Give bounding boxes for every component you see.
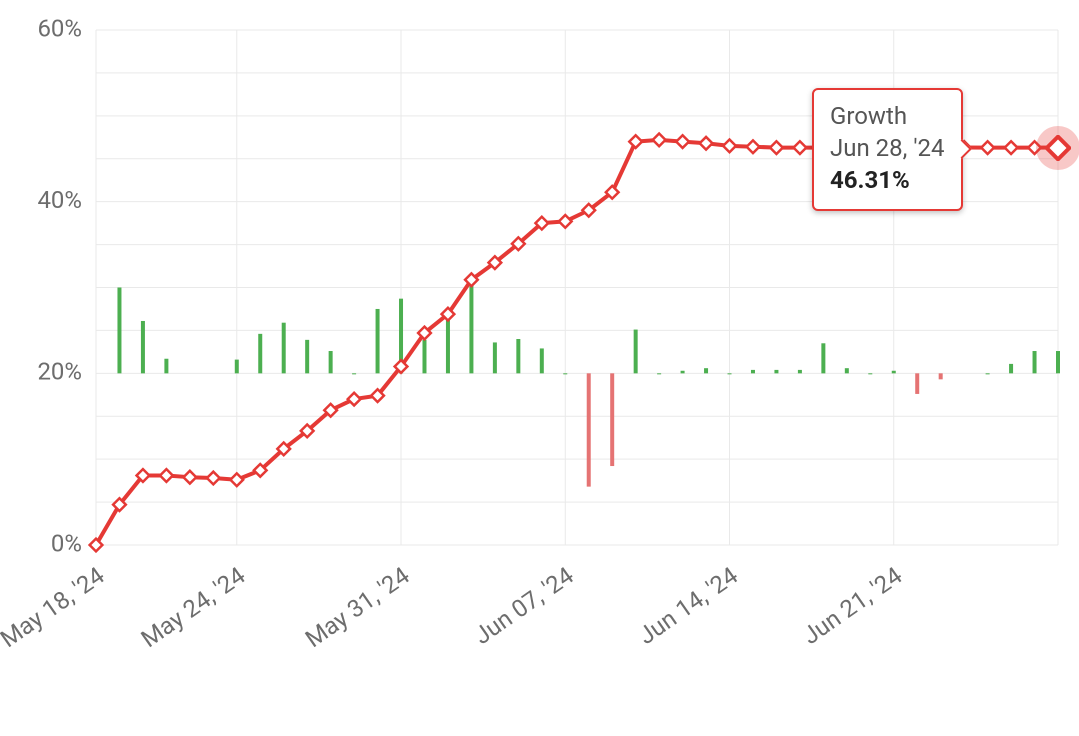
bar-up [1033,351,1037,373]
bar-up [422,340,426,373]
bar-up [329,351,333,373]
bar-down [587,373,591,486]
bar-up [704,368,708,373]
bar-up [493,342,497,373]
bar-up [986,373,990,374]
bar-up [469,286,473,374]
bar-up [164,359,168,374]
bar-up [634,330,638,374]
root: 0%20%40%60%May 18, '24May 24, '24May 31,… [0,0,1079,736]
bar-up [282,323,286,374]
bar-up [305,340,309,373]
bar-up [117,288,121,374]
bar-up [352,373,356,374]
bar-up [258,334,262,373]
bar-up [1056,351,1060,373]
bar-down [939,373,943,379]
tooltip-date-label: Jun 28, '24 [830,132,945,164]
bar-up [868,373,872,374]
tooltip-series-label: Growth [830,100,945,132]
bar-up [141,321,145,373]
y-tick-label: 20% [37,358,82,386]
bar-up [821,343,825,373]
bar-down [610,373,614,466]
bar-up [774,370,778,373]
bar-up [845,368,849,373]
bar-up [657,373,661,374]
tooltip-value-label: 46.31% [830,164,945,196]
bar-up [892,371,896,374]
bar-up [376,309,380,373]
bar-up [516,339,520,373]
bar-up [563,373,567,374]
bar-up [540,348,544,373]
bar-up [728,373,732,374]
y-tick-label: 60% [37,14,82,42]
y-tick-label: 40% [37,186,82,214]
bar-up [235,360,239,374]
bar-up [751,370,755,373]
y-tick-label: 0% [51,529,82,557]
bar-up [681,371,685,374]
bar-up [446,314,450,373]
bar-up [1009,364,1013,373]
tooltip: Growth Jun 28, '24 46.31% [812,88,963,211]
bar-up [798,370,802,373]
bar-down [915,373,919,394]
